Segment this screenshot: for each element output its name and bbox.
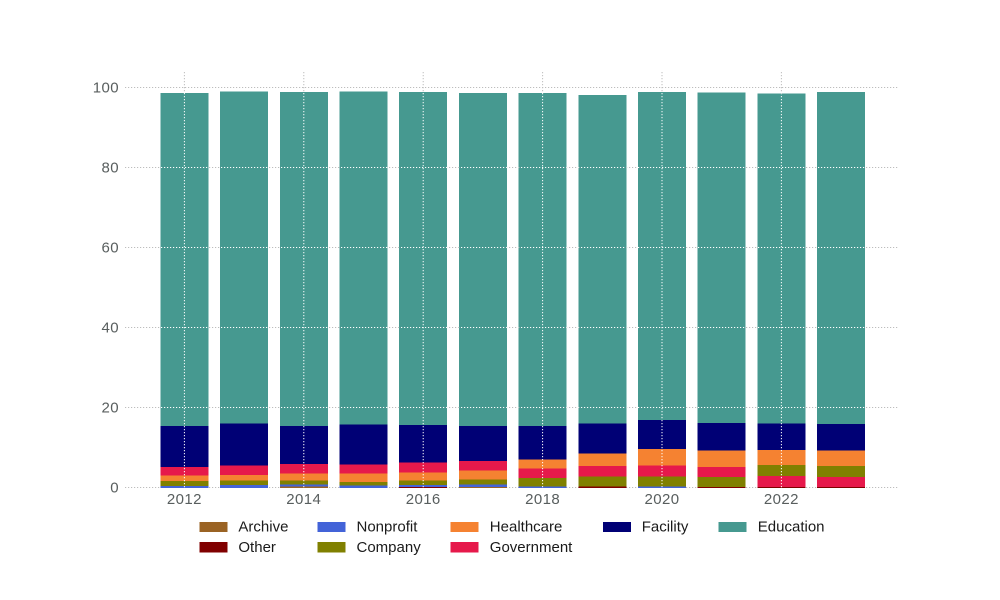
svg-text:20: 20	[102, 400, 120, 417]
svg-text:2014: 2014	[286, 491, 321, 508]
svg-text:2022: 2022	[764, 491, 799, 508]
svg-text:100: 100	[93, 80, 119, 97]
svg-text:2016: 2016	[406, 491, 441, 508]
svg-text:Facility: Facility	[642, 519, 689, 536]
svg-text:0: 0	[110, 480, 119, 497]
svg-text:Other: Other	[238, 539, 276, 556]
svg-text:60: 60	[102, 240, 120, 257]
svg-text:40: 40	[102, 320, 120, 337]
svg-text:Company: Company	[357, 539, 422, 556]
svg-text:Healthcare: Healthcare	[490, 519, 563, 536]
svg-text:Government: Government	[490, 539, 573, 556]
svg-text:2020: 2020	[645, 491, 680, 508]
svg-text:Nonprofit: Nonprofit	[357, 519, 419, 536]
svg-text:2018: 2018	[525, 491, 560, 508]
svg-text:Education: Education	[758, 519, 825, 536]
svg-text:2012: 2012	[167, 491, 202, 508]
svg-text:80: 80	[102, 160, 120, 177]
svg-text:Archive: Archive	[238, 519, 288, 536]
